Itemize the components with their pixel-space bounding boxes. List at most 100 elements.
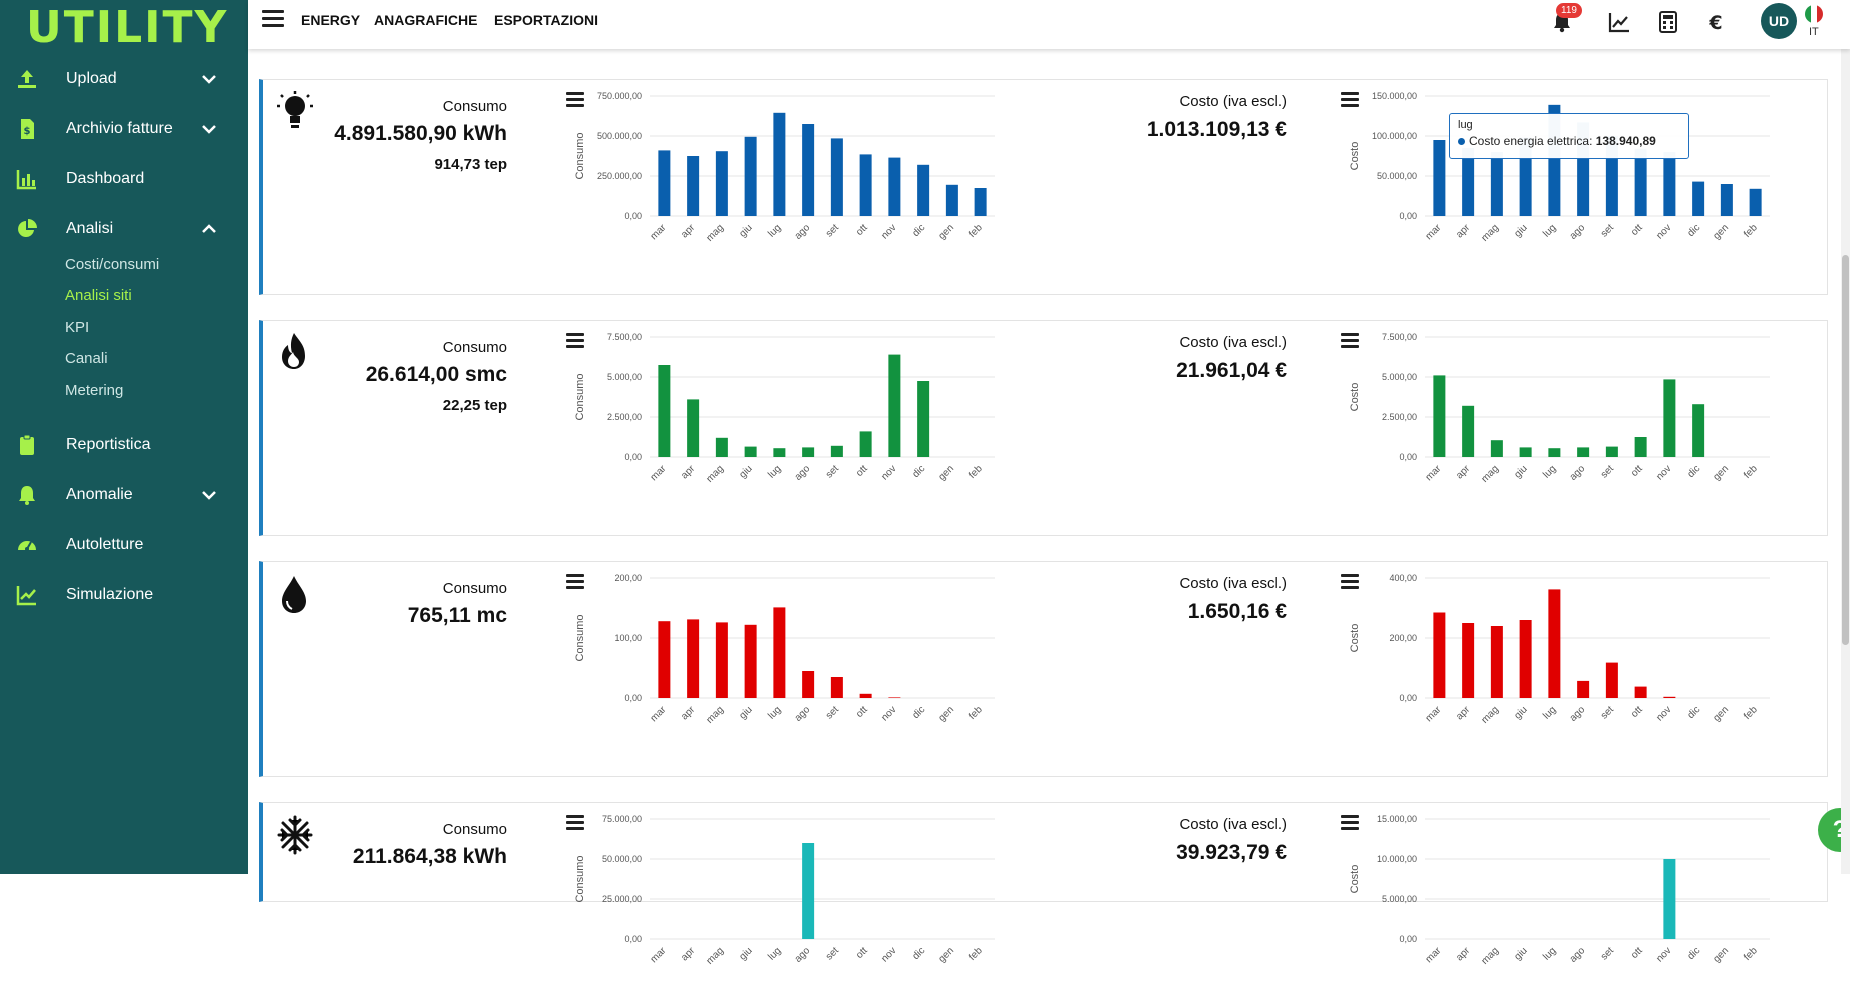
y-tick-label: 25.000,00 bbox=[602, 894, 642, 904]
upload-icon bbox=[16, 68, 38, 90]
x-tick-label: lug bbox=[766, 945, 783, 962]
consumo-label: Consumo bbox=[442, 339, 507, 356]
y-axis-label: Costo bbox=[1349, 865, 1361, 894]
bar bbox=[1548, 589, 1561, 698]
sidebar-subitem-analisi-siti[interactable]: Analisi siti bbox=[65, 287, 132, 304]
sidebar-item-simulazione[interactable]: Simulazione bbox=[0, 575, 248, 615]
y-tick-label: 5.000,00 bbox=[607, 372, 642, 382]
tooltip-row: Costo energia elettrica: 138.940,89 bbox=[1458, 134, 1680, 148]
avatar[interactable]: UD bbox=[1761, 3, 1797, 39]
x-tick-label: mag bbox=[1479, 222, 1501, 244]
y-tick-label: 0,00 bbox=[624, 693, 642, 703]
sidebar-item-dashboard[interactable]: Dashboard bbox=[0, 159, 248, 199]
x-tick-label: lug bbox=[766, 463, 783, 480]
chart-menu-icon[interactable] bbox=[566, 92, 584, 108]
x-tick-label: gen bbox=[1711, 222, 1731, 242]
sidebar-item-label: Upload bbox=[66, 70, 117, 87]
y-tick-label: 100.000,00 bbox=[1372, 131, 1417, 141]
cooling-consumo-chart: 0,00 25.000,00 50.000,00 75.000,00 Consumo ma… bbox=[574, 814, 995, 967]
x-tick-label: mag bbox=[704, 222, 726, 244]
costo-label: Costo (iva escl.) bbox=[1179, 575, 1287, 592]
sidebar-subitem-metering[interactable]: Metering bbox=[65, 382, 124, 399]
water-drop-icon bbox=[282, 576, 306, 613]
bar bbox=[859, 154, 872, 216]
x-tick-label: mag bbox=[1479, 704, 1501, 726]
y-tick-label: 15.000,00 bbox=[1377, 814, 1417, 824]
scrollbar-thumb[interactable] bbox=[1842, 255, 1849, 645]
costo-value: 1.013.109,13 € bbox=[1146, 118, 1287, 141]
chart-menu-icon[interactable] bbox=[566, 574, 584, 590]
chart-menu-icon[interactable] bbox=[1341, 815, 1359, 831]
x-tick-label: ott bbox=[854, 945, 870, 961]
sidebar-subitem-canali[interactable]: Canali bbox=[65, 350, 108, 367]
sidebar-item-autoletture[interactable]: Autoletture bbox=[0, 525, 248, 565]
sidebar-item-reportistica[interactable]: Reportistica bbox=[0, 425, 248, 465]
x-tick-label: dic bbox=[910, 945, 927, 962]
y-tick-label: 0,00 bbox=[624, 211, 642, 221]
x-tick-label: gen bbox=[936, 222, 956, 242]
euro-icon[interactable]: € bbox=[1703, 9, 1729, 35]
menu-icon[interactable] bbox=[262, 10, 284, 30]
bar bbox=[1577, 447, 1590, 457]
sidebar-item-label: Reportistica bbox=[66, 436, 151, 453]
x-tick-label: giu bbox=[1513, 463, 1530, 480]
x-tick-label: dic bbox=[1685, 945, 1702, 962]
sidebar-item-anomalie[interactable]: Anomalie bbox=[0, 475, 248, 515]
trend-icon bbox=[16, 584, 38, 606]
x-tick-label: set bbox=[1599, 704, 1616, 721]
bar bbox=[1634, 686, 1647, 698]
bar-chart-icon bbox=[16, 168, 38, 190]
chevron-down-icon bbox=[202, 491, 216, 500]
chart-menu-icon[interactable] bbox=[1341, 574, 1359, 590]
x-tick-label: feb bbox=[967, 704, 985, 722]
trend-icon[interactable] bbox=[1606, 9, 1632, 35]
y-tick-label: 0,00 bbox=[624, 452, 642, 462]
tooltip-series: Costo energia elettrica bbox=[1469, 134, 1590, 148]
snowflake-icon bbox=[277, 815, 313, 855]
calculator-icon[interactable] bbox=[1655, 9, 1681, 35]
chart-menu-icon[interactable] bbox=[1341, 92, 1359, 108]
bar bbox=[830, 677, 843, 698]
x-tick-label: nov bbox=[1654, 222, 1673, 241]
x-tick-label: apr bbox=[1454, 704, 1472, 722]
chart-menu-icon[interactable] bbox=[566, 815, 584, 831]
x-tick-label: ago bbox=[1568, 945, 1588, 965]
nav-link-esportazioni[interactable]: ESPORTAZIONI bbox=[494, 12, 598, 28]
chart-menu-icon[interactable] bbox=[566, 333, 584, 349]
y-tick-label: 5.000,00 bbox=[1382, 372, 1417, 382]
nav-link-energy[interactable]: ENERGY bbox=[301, 12, 361, 28]
x-tick-label: mar bbox=[1424, 463, 1444, 483]
chevron-up-icon bbox=[202, 224, 216, 233]
y-axis-label: Consumo bbox=[574, 132, 586, 179]
sidebar-subitem-costi-consumi[interactable]: Costi/consumi bbox=[65, 256, 160, 273]
x-tick-label: feb bbox=[967, 945, 985, 963]
water-card: Consumo 765,11 mc Costo (iva escl.) 1.65… bbox=[259, 561, 1828, 777]
italy-flag-icon[interactable] bbox=[1805, 5, 1823, 23]
costo-label: Costo (iva escl.) bbox=[1179, 93, 1287, 110]
bar bbox=[945, 184, 958, 216]
sidebar-item-analisi[interactable]: Analisi bbox=[0, 209, 248, 249]
bar bbox=[1462, 405, 1475, 457]
sidebar-subitem-kpi[interactable]: KPI bbox=[65, 319, 90, 336]
sidebar-item-archivio-fatture[interactable]: $ Archivio fatture bbox=[0, 109, 248, 149]
nav-link-anagrafiche[interactable]: ANAGRAFICHE bbox=[374, 12, 478, 28]
x-tick-label: dic bbox=[1685, 463, 1702, 480]
bar bbox=[802, 124, 815, 216]
consumo-value: 211.864,38 kWh bbox=[352, 845, 507, 868]
bar bbox=[1663, 379, 1676, 457]
x-tick-label: set bbox=[824, 222, 841, 239]
x-tick-label: feb bbox=[967, 463, 985, 481]
bar bbox=[1692, 404, 1705, 457]
consumo-value: 26.614,00 smc bbox=[365, 363, 507, 386]
gauge-icon bbox=[16, 534, 38, 556]
bar bbox=[658, 150, 671, 216]
x-tick-label: nov bbox=[879, 945, 898, 964]
consumo-value: 765,11 mc bbox=[407, 604, 507, 627]
x-tick-label: nov bbox=[1654, 945, 1673, 964]
y-tick-label: 0,00 bbox=[1399, 934, 1417, 944]
x-tick-label: feb bbox=[1742, 945, 1760, 963]
chart-menu-icon[interactable] bbox=[1341, 333, 1359, 349]
tooltip-title: lug bbox=[1458, 119, 1473, 131]
y-axis-label: Consumo bbox=[574, 614, 586, 661]
sidebar-item-upload[interactable]: Upload bbox=[0, 59, 248, 99]
